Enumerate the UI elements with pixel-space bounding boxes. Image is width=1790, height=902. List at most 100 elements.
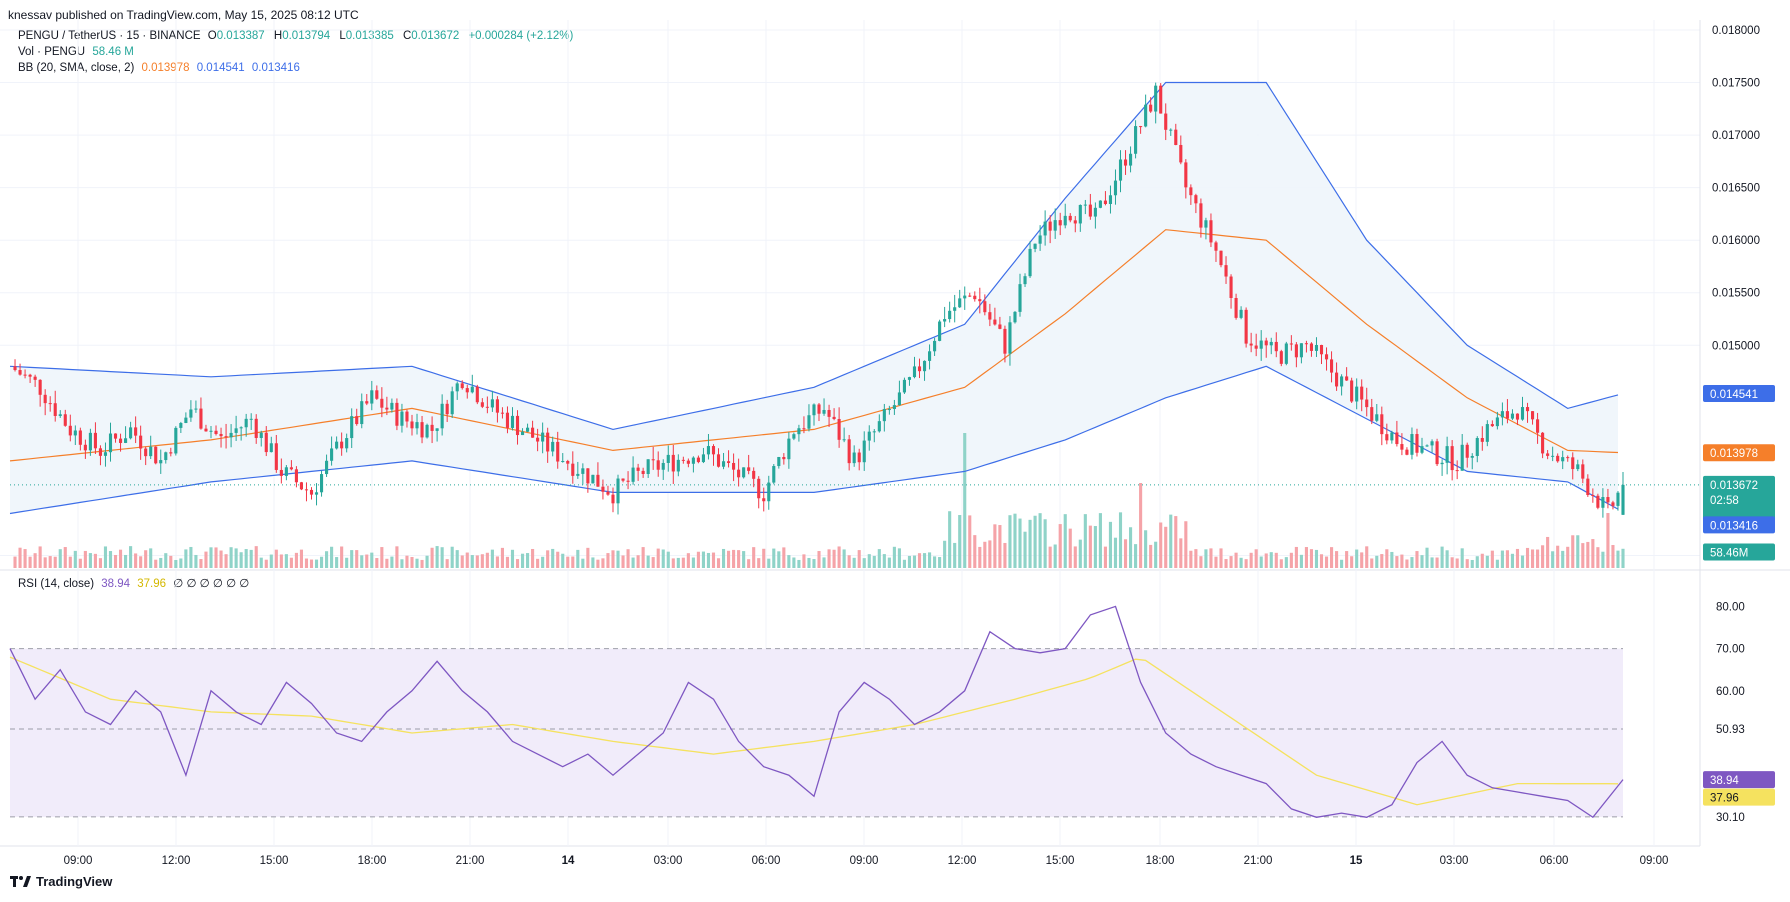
volume-bar (1541, 545, 1545, 568)
volume-bar (83, 550, 87, 568)
candle-body (1023, 276, 1027, 285)
volume-bar (807, 557, 811, 568)
volume-bar (48, 556, 52, 568)
volume-bar (304, 558, 309, 568)
volume-bar (269, 554, 273, 568)
candle-body (1073, 220, 1077, 224)
volume-bar (862, 558, 866, 568)
volume-bar (1345, 551, 1349, 568)
tradingview-logo[interactable]: TradingView (10, 874, 112, 889)
rsi-axis-label: 30.10 (1716, 812, 1745, 824)
volume-bar (1274, 552, 1278, 568)
bb-basis-tag-text: 0.013978 (1710, 448, 1758, 460)
bb-legend[interactable]: BB (20, SMA, close, 2) 0.013978 0.014541… (18, 60, 304, 76)
volume-bar (1360, 552, 1364, 568)
rsi-ma-tag (1703, 788, 1775, 806)
volume-bar (1500, 550, 1504, 568)
candle-body (1284, 343, 1288, 364)
volume-bar (1003, 542, 1007, 568)
candle-body (18, 370, 22, 375)
rsi-extra: ∅ ∅ ∅ ∅ ∅ ∅ (173, 578, 250, 590)
candle-body (460, 383, 464, 389)
candle-body (581, 468, 585, 474)
candle-body (365, 401, 369, 404)
volume-bar (440, 547, 444, 568)
volume-bar (1048, 546, 1052, 568)
rsi-axis-label: 80.00 (1716, 601, 1745, 613)
candle-body (294, 469, 298, 483)
volume-bar (1013, 513, 1017, 568)
candle-body (420, 422, 424, 438)
candle-body (1530, 411, 1535, 420)
volume-bar (963, 433, 967, 568)
volume-bar (721, 548, 726, 568)
volume-bar (1269, 552, 1273, 568)
candle-body (1314, 344, 1319, 351)
candle-body (546, 432, 550, 452)
candle-body (1309, 343, 1314, 351)
candle-body (1425, 445, 1429, 447)
candle-body (676, 459, 680, 472)
volume-bar (596, 559, 600, 568)
volume-bar (28, 556, 32, 568)
candle-body (1214, 242, 1218, 251)
volume-bar (1244, 559, 1248, 568)
candle-body (1239, 309, 1243, 318)
candle-body (1591, 495, 1595, 497)
volume-bar (43, 557, 47, 568)
candle-body (586, 468, 590, 484)
volume-bar (1259, 556, 1263, 568)
volume-legend[interactable]: Vol · PENGU 58.46 M (18, 44, 138, 60)
volume-bar (234, 548, 238, 568)
candle-body (269, 443, 273, 453)
symbol-name: PENGU / TetherUS · 15 · BINANCE (18, 30, 201, 42)
volume-bar (646, 555, 650, 568)
price-axis-label: 0.018000 (1712, 25, 1760, 37)
rsi-label: RSI (14, close) (18, 578, 95, 590)
symbol-legend[interactable]: PENGU / TetherUS · 15 · BINANCE O0.01338… (18, 28, 581, 44)
time-axis-label: 18:00 (358, 855, 387, 867)
volume-bar (1324, 556, 1329, 568)
volume-bar (435, 546, 439, 568)
volume-bar (169, 555, 173, 568)
candle-body (1345, 376, 1349, 381)
rsi-legend[interactable]: RSI (14, close) 38.94 37.96 ∅ ∅ ∅ ∅ ∅ ∅ (18, 576, 253, 592)
candle-body (254, 418, 258, 438)
candle-body (1033, 243, 1037, 249)
candle-body (78, 430, 82, 445)
last-price-tag (1703, 475, 1775, 522)
candle-body (616, 478, 620, 504)
volume-bar (1340, 559, 1344, 568)
volume-bar (78, 558, 82, 568)
volume-bar (1023, 531, 1027, 568)
candle-body (872, 431, 876, 433)
volume-bar (616, 550, 620, 568)
volume-bar (38, 546, 42, 568)
volume-bar (314, 559, 319, 568)
volume-bar (651, 557, 655, 568)
volume-bar (264, 559, 268, 568)
candle-body (1219, 250, 1223, 266)
candle-body (892, 405, 896, 410)
candle-body (817, 404, 821, 414)
candle-body (822, 409, 826, 414)
volume-bar (124, 554, 128, 568)
candle-body (1440, 462, 1444, 465)
candle-body (1581, 464, 1585, 479)
candle-body (646, 459, 650, 474)
rsi-ma-tag-text: 37.96 (1710, 793, 1739, 805)
volume-bar (470, 555, 474, 568)
volume-bar (1108, 521, 1113, 568)
rsi-tag-text: 38.94 (1710, 775, 1739, 787)
volume-bar (1068, 528, 1072, 568)
volume-bar (244, 549, 248, 568)
volume-bar (782, 547, 786, 568)
candle-body (340, 441, 344, 449)
candle-body (1556, 455, 1560, 462)
candle-body (1480, 438, 1484, 442)
candle-body (867, 431, 871, 441)
volume-bar (1395, 556, 1399, 568)
candle-body (425, 424, 429, 438)
candle-body (13, 366, 17, 371)
